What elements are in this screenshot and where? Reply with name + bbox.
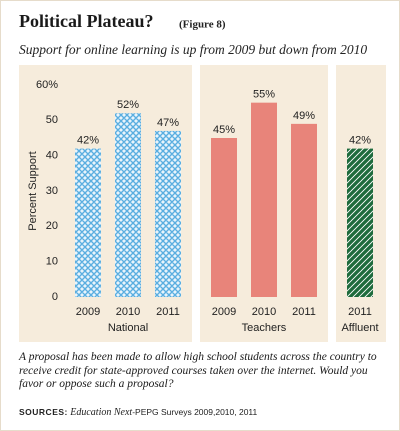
figure-label: (Figure 8) (179, 19, 226, 31)
value-label: 47% (157, 117, 179, 129)
group-separator (192, 65, 200, 342)
sources: SOURCES: Education Next-PEPG Surveys 200… (19, 407, 389, 418)
sources-label: SOURCES: (19, 407, 68, 417)
x-tick-label: 2009 (212, 306, 236, 318)
x-tick-label: 2010 (116, 306, 140, 318)
bar (291, 123, 317, 297)
y-tick-label: 10 (46, 256, 58, 268)
group-label: Affluent (341, 322, 378, 334)
y-tick-label: 30 (46, 185, 58, 197)
bar (347, 148, 373, 297)
value-label: 42% (77, 135, 99, 147)
value-label: 45% (213, 124, 235, 136)
group-separator (328, 65, 336, 342)
y-tick-label: 40 (46, 150, 58, 162)
y-tick-label: 50 (46, 114, 58, 126)
value-label: 55% (253, 89, 275, 101)
x-tick-label: 2011 (292, 306, 316, 318)
subtitle: Support for online learning is up from 2… (19, 42, 367, 57)
title: Political Plateau? (19, 11, 153, 31)
value-label: 42% (349, 135, 371, 147)
bar (155, 130, 181, 297)
y-tick-label: 0 (52, 291, 58, 303)
bar (251, 102, 277, 298)
y-tick-label: 20 (46, 220, 58, 232)
bar (211, 138, 237, 297)
chart: Political Plateau? (Figure 8) Support fo… (19, 11, 386, 342)
value-label: 52% (117, 99, 139, 111)
y-axis-label: Percent Support (27, 151, 39, 231)
sources-text: -PEPG Surveys 2009,2010, 2011 (132, 407, 258, 417)
group-label: Teachers (242, 322, 287, 334)
x-tick-label: 2011 (348, 306, 372, 318)
y-tick-label: 60% (36, 79, 58, 91)
value-label: 49% (293, 110, 315, 122)
sources-publication: Education Next (70, 407, 133, 418)
question-note: A proposal has been made to allow high s… (19, 351, 377, 390)
bar (115, 113, 141, 298)
bar (75, 148, 101, 297)
x-tick-label: 2010 (252, 306, 276, 318)
group-label: National (108, 322, 148, 334)
x-tick-label: 2011 (156, 306, 180, 318)
x-tick-label: 2009 (76, 306, 100, 318)
